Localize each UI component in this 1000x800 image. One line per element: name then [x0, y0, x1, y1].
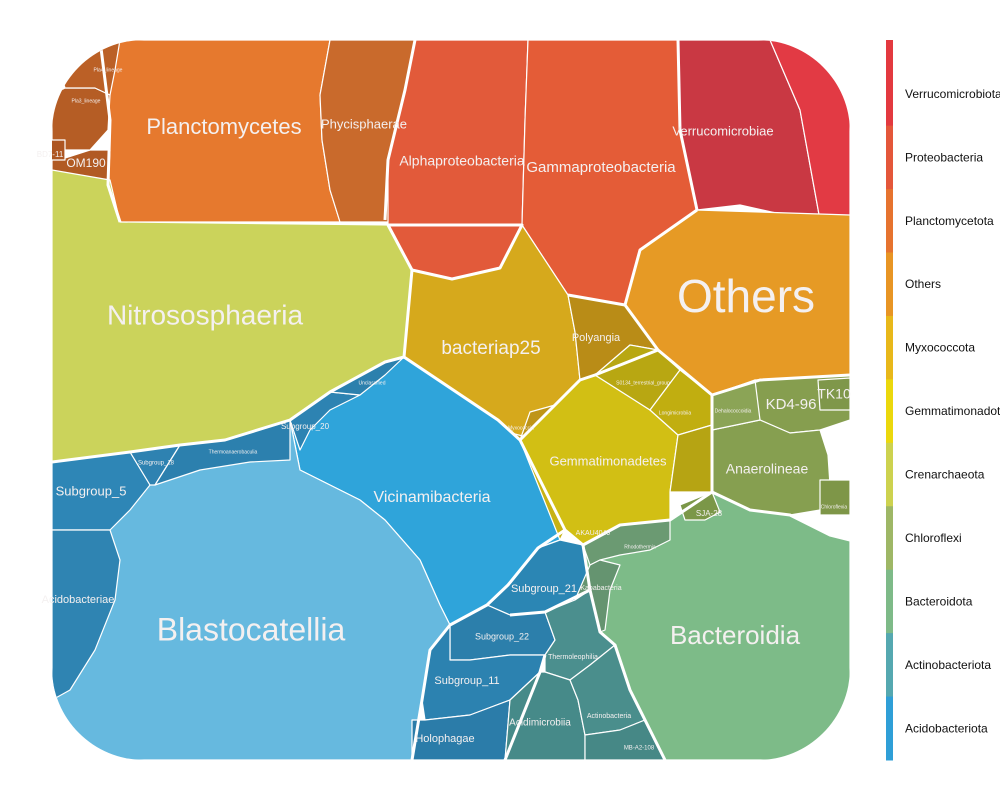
- legend-swatch-crenarchaeota: [886, 442, 893, 507]
- cell-label-s0134-terrestrial-group: S0134_terrestrial_group: [616, 380, 670, 386]
- legend-swatch-myxococcota: [886, 315, 893, 380]
- cell-tk10: [817, 377, 850, 411]
- legend-label-others: Others: [905, 277, 941, 291]
- legend-label-chloroflexi: Chloroflexi: [905, 531, 962, 545]
- phylum-boundary: [52, 224, 414, 464]
- legend-label-crenarchaeota: Crenarchaeota: [905, 468, 985, 482]
- legend-label-planctomycetota: Planctomycetota: [905, 214, 994, 228]
- legend-swatch-others: [886, 252, 893, 317]
- cell-label-subgroup-22: Subgroup_22: [475, 631, 529, 641]
- legend-label-verrucomicrobiota: Verrucomicrobiota: [905, 87, 1000, 101]
- phylum-boundary: [410, 528, 566, 760]
- cell-label-unclassified: Unclassified: [359, 380, 386, 386]
- cell-label-vicinamibacteria: Vicinamibacteria: [373, 489, 490, 506]
- legend-swatch-acidobacteriota: [886, 696, 893, 761]
- cell-label-acidobacteriae: Acidobacteriae: [42, 594, 115, 606]
- legend-swatch-proteobacteria: [886, 125, 893, 190]
- cell-label-longimicrobiia: Longimicrobiia: [659, 410, 691, 416]
- cell-label-others: Others: [677, 270, 815, 322]
- legend-swatch-verrucomicrobiota: [886, 62, 893, 127]
- phylum-boundary: [518, 348, 659, 442]
- phylum-boundary: [581, 544, 667, 760]
- cell-label-anaerolineae: Anaerolineae: [726, 461, 809, 477]
- cell-label-bd7-11: BD7-11: [37, 150, 64, 159]
- legend-swatch-bacteroidota: [886, 569, 893, 634]
- cell-label-mb-a2-108: MB-A2-108: [624, 746, 655, 752]
- phylum-boundary: [567, 208, 698, 307]
- cell-label-polyangia: Polyangia: [572, 332, 621, 344]
- legend-label-acidobacteriota: Acidobacteriota: [905, 721, 988, 735]
- treemap-labels: Planctomycetes Phycisphaerae OM190 Pla3_lin…: [37, 67, 851, 751]
- cell-label-acidimicrobiia: Acidimicrobiia: [509, 718, 571, 729]
- legend: Verrucomicrobiota Proteobacteria Planctomy…: [886, 40, 1000, 761]
- legend-label-myxococcota: Myxococcota: [905, 341, 975, 355]
- legend-label-actinobacteriota: Actinobacteriota: [905, 658, 991, 672]
- legend-swatch-gemmatimonadota: [886, 379, 893, 444]
- cell-label-thermoanaerobaculia: Thermoanaerobaculia: [209, 449, 258, 455]
- cell-label-phycisphaerae: Phycisphaerae: [321, 116, 407, 131]
- cell-label-bacteriap25: bacteriap25: [441, 338, 540, 359]
- cell-label-kd4-96: KD4-96: [766, 396, 817, 413]
- phylum-boundary: [403, 355, 850, 547]
- cell-label-subgroup-20: Subgroup_20: [281, 422, 330, 431]
- cell-label-om190: OM190: [66, 156, 106, 170]
- cell-bd7-11: [52, 139, 66, 161]
- cell-label-holophagae: Holophagae: [415, 733, 474, 745]
- cell-label-bacteroidia: Bacteroidia: [670, 620, 801, 650]
- cell-label-chloroflexia: Chloroflexia: [821, 504, 848, 510]
- cell-label-myxococcia: Myxococcia: [508, 425, 534, 431]
- cell-label-subgroup-5: Subgroup_5: [56, 483, 127, 498]
- cell-label-tk10: TK10: [817, 386, 851, 402]
- cell-chloroflexia: [819, 479, 850, 516]
- cell-label-subgroup-18: Subgroup_18: [138, 461, 175, 467]
- legend-label-bacteroidota: Bacteroidota: [905, 594, 973, 608]
- cell-label-actinobacteria: Actinobacteria: [587, 713, 631, 720]
- cell-label-pla4-lineage: Pla4_lineage: [94, 67, 123, 73]
- legend-label-proteobacteria: Proteobacteria: [905, 150, 983, 164]
- phylum-boundary: [98, 40, 122, 223]
- phylum-boundary: [388, 223, 524, 281]
- cell-label-nitrososphaeria: Nitrososphaeria: [107, 299, 304, 330]
- cell-label-rhodothermia: Rhodothermia: [624, 544, 656, 550]
- cell-label-gemmatimonadetes: Gemmatimonadetes: [549, 453, 667, 468]
- cell-label-verrucomicrobiae: Verrucomicrobiae: [672, 123, 773, 138]
- cell-label-blastocatellia: Blastocatellia: [157, 611, 346, 647]
- cell-label-thermoleophilia: Thermoleophilia: [548, 654, 598, 661]
- legend-label-gemmatimonadota: Gemmatimonadota: [905, 404, 1000, 418]
- cell-label-subgroup-11: Subgroup_11: [434, 675, 499, 687]
- cell-label-kapabacteria: Kapabacteria: [580, 585, 621, 592]
- cell-label-pla3-lineage: Pla3_lineage: [72, 98, 101, 104]
- cell-label-subgroup-21: Subgroup_21: [511, 583, 577, 595]
- phylum-boundary: [676, 40, 699, 211]
- legend-swatch-chloroflexi: [886, 506, 893, 571]
- cell-label-alphaproteobacteria: Alphaproteobacteria: [399, 153, 525, 169]
- phylum-boundary: [503, 654, 547, 760]
- cell-label-gammaproteobacteria: Gammaproteobacteria: [526, 159, 676, 176]
- cell-label-planctomycetes: Planctomycetes: [146, 114, 301, 139]
- legend-swatch-actinobacteriota: [886, 633, 893, 698]
- treemap-cells: [52, 40, 850, 760]
- cell-label-sja-28: SJA-28: [696, 509, 723, 518]
- phylum-boundary: [383, 40, 417, 221]
- phylum-boundary: [509, 588, 591, 617]
- cell-label-akau4049: AKAU4049: [576, 530, 611, 537]
- cell-label-dehalococcoidia: Dehalococcoidia: [715, 408, 752, 414]
- legend-swatch-planctomycetota: [886, 189, 893, 254]
